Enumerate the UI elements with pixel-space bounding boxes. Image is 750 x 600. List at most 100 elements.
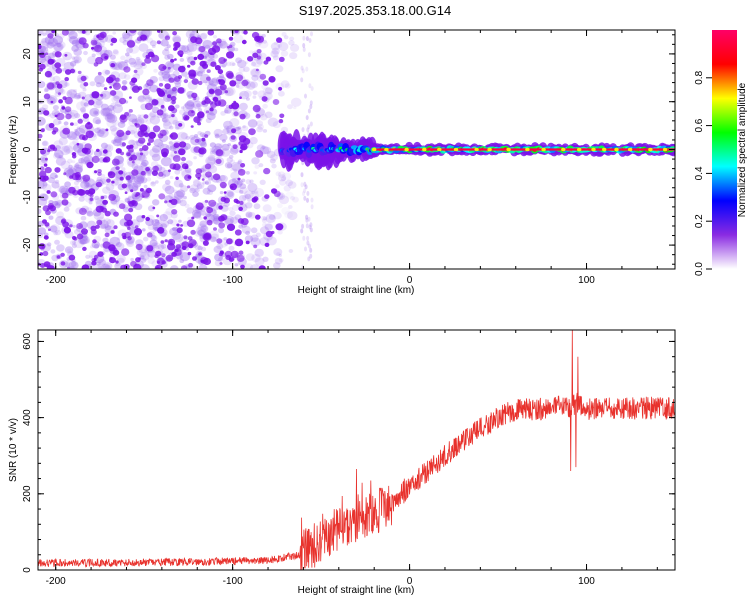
noise-blob (61, 218, 67, 224)
noise-blob (157, 219, 163, 224)
noise-blob (143, 236, 149, 242)
noise-blob (214, 134, 220, 139)
colorbar-tick-label: 0.0 (694, 262, 705, 276)
noise-blob (89, 107, 100, 117)
noise-blob (102, 241, 111, 249)
noise-blob (242, 125, 246, 129)
noise-blob (184, 165, 189, 169)
noise-blob (136, 174, 143, 180)
noise-blob (98, 258, 106, 266)
noise-blob (145, 119, 152, 125)
colorbar-label: Normalized spectral amplitude (737, 82, 748, 217)
noise-blob (95, 100, 103, 106)
noise-blob (258, 163, 264, 168)
noise-blob (77, 118, 83, 124)
noise-blob (91, 260, 97, 266)
noise-blob (46, 190, 51, 194)
noise-blob (165, 254, 174, 262)
noise-blob (152, 165, 160, 172)
noise-blob (165, 88, 174, 95)
noise-blob (145, 54, 151, 59)
noise-blob (226, 163, 233, 169)
noise-blob (157, 30, 161, 33)
noise-blob (229, 61, 235, 67)
noise-blob (105, 183, 115, 191)
noise-blob (248, 128, 256, 136)
noise-blob (59, 185, 69, 195)
noise-blob (156, 109, 164, 116)
noise-blob (121, 183, 128, 189)
noise-blob (131, 200, 138, 207)
noise-blob (131, 118, 138, 125)
noise-blob (265, 87, 273, 95)
noise-blob (64, 262, 70, 268)
noise-blob (220, 251, 224, 255)
noise-blob (253, 171, 258, 175)
noise-blob (226, 51, 235, 59)
noise-blob (183, 111, 189, 117)
noise-blob (288, 40, 295, 46)
noise-blob (187, 64, 191, 68)
noise-blob (208, 199, 217, 207)
noise-blob (195, 168, 203, 175)
noise-blob (151, 181, 155, 185)
noise-blob (50, 100, 54, 104)
noise-blob (251, 58, 262, 68)
noise-blob (100, 108, 109, 116)
noise-blob (125, 175, 131, 181)
noise-blob (73, 48, 82, 56)
noise-blob (162, 211, 173, 220)
noise-blob (184, 76, 189, 80)
noise-blob (100, 107, 111, 117)
noise-blob (49, 112, 57, 119)
noise-blob (242, 194, 249, 201)
noise-blob (87, 211, 92, 216)
noise-blob (117, 121, 126, 128)
noise-blob (139, 188, 144, 192)
noise-blob (104, 113, 116, 123)
noise-blob (121, 142, 127, 147)
noise-blob (156, 257, 165, 266)
noise-blob (302, 235, 306, 241)
snr-frame (37, 329, 676, 571)
noise-blob (40, 193, 49, 201)
noise-blob (131, 169, 139, 176)
noise-blob (219, 262, 223, 265)
noise-blob (38, 30, 45, 36)
noise-blob (89, 197, 94, 201)
noise-blob (238, 206, 243, 211)
noise-blob (42, 184, 52, 192)
noise-blob (58, 137, 68, 146)
noise-blob (75, 167, 83, 174)
noise-blob (128, 195, 132, 199)
noise-blob (204, 163, 212, 170)
noise-blob (137, 114, 142, 118)
noise-blob (190, 103, 195, 108)
noise-blob (199, 220, 208, 228)
noise-blob (99, 128, 106, 135)
noise-blob (237, 177, 241, 181)
noise-blob (140, 257, 147, 263)
noise-blob (245, 253, 255, 261)
noise-blob (48, 228, 51, 231)
noise-blob (259, 73, 267, 80)
noise-blob (102, 149, 108, 154)
noise-blob (56, 199, 63, 206)
noise-blob (113, 62, 123, 71)
noise-blob (179, 199, 187, 207)
noise-blob (51, 254, 59, 262)
noise-blob (161, 116, 169, 123)
noise-blob (73, 143, 84, 153)
noise-blob (80, 156, 91, 165)
noise-blob (53, 140, 64, 149)
noise-blob (164, 87, 175, 96)
snr-ticks: -200 -100 0 100 0 200 400 600 (22, 330, 675, 587)
noise-blob (67, 265, 77, 269)
noise-blob (273, 41, 278, 45)
spectrogram-ylabel: Frequency (Hz) (8, 116, 19, 185)
noise-blob (54, 51, 62, 58)
noise-blob (171, 227, 176, 231)
noise-blob (61, 144, 70, 152)
noise-blob (100, 83, 105, 88)
carrier-hotspot (577, 147, 582, 152)
